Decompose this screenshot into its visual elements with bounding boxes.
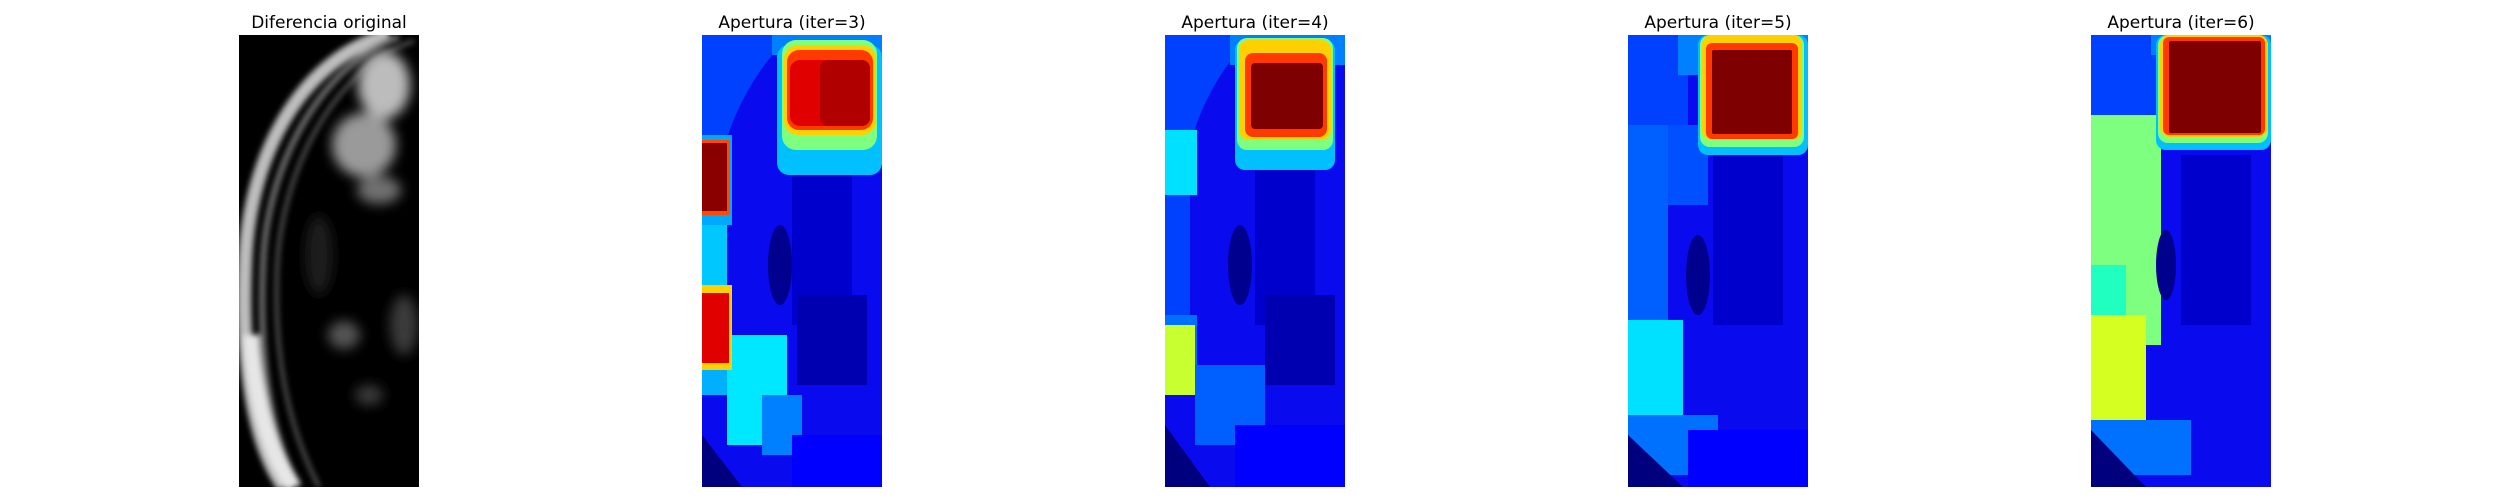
panel-title: Apertura (iter=3) xyxy=(718,13,866,33)
opening-image-iter-5 xyxy=(1628,35,1808,487)
panel-iter-5: Apertura (iter=5) xyxy=(1628,0,1808,500)
panel-iter-6: Apertura (iter=6) xyxy=(2091,0,2271,500)
panel-title: Apertura (iter=5) xyxy=(1644,13,1792,33)
opening-image-iter-6 xyxy=(2091,35,2271,487)
opening-image-iter-3 xyxy=(702,35,882,487)
panel-title: Apertura (iter=4) xyxy=(1181,13,1329,33)
panel-iter-3: Apertura (iter=3) xyxy=(702,0,882,500)
panel-title: Apertura (iter=6) xyxy=(2107,13,2255,33)
panel-original: Diferencia original xyxy=(239,0,419,500)
opening-image-iter-4 xyxy=(1165,35,1345,487)
panel-iter-4: Apertura (iter=4) xyxy=(1165,0,1345,500)
original-image xyxy=(239,35,419,487)
panel-title: Diferencia original xyxy=(251,13,407,33)
